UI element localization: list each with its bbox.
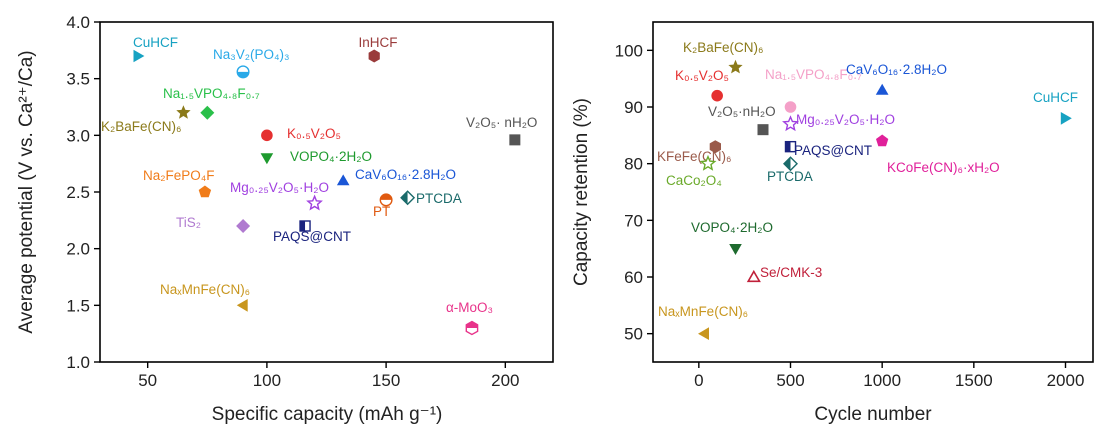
data-point-naxmnfe-cn-6 [236, 299, 248, 312]
y-tick-label: 1.5 [66, 296, 90, 315]
x-axis-title: Cycle number [814, 404, 932, 425]
data-point-na2fepo4f [198, 185, 212, 198]
x-tick-label: 200 [491, 371, 519, 390]
y-tick-label: 100 [615, 41, 643, 60]
data-point-inhcf [368, 49, 380, 63]
data-point-k2bafe-cn-6 [176, 105, 191, 119]
point-label-vopo4-2h2o: VOPO₄·2H₂O [691, 220, 773, 235]
point-label-pt: PT [373, 204, 390, 219]
data-point-cav6o16-2-8h2o [336, 174, 350, 186]
y-axis-title: Capacity retention (%) [571, 98, 592, 286]
point-label-v2o5-nh2o: V₂O₅· nH₂O [466, 115, 537, 130]
y-tick-label: 80 [624, 155, 643, 174]
point-label-caco2o4: CaCo₂O₄ [666, 173, 722, 188]
data-point-caco2o4 [699, 154, 717, 171]
point-label-na1-5vpo4-8f0-7: Na₁.₅VPO₄.₈F₀.₇ [765, 67, 862, 82]
point-label-k2bafe-cn-6: K₂BaFe(CN)₆ [101, 119, 181, 134]
data-point-tis2 [236, 219, 251, 233]
x-axis-title: Specific capacity (mAh g⁻¹) [212, 404, 443, 425]
x-tick-label: 1500 [955, 371, 993, 390]
point-label-k0-5v2o5: K₀.₅V₂O₅ [675, 68, 729, 83]
plot-frame [652, 21, 1094, 363]
data-point-ptcda [400, 190, 416, 206]
data-point-k2bafe-cn-6 [728, 59, 743, 74]
data-point-cav6o16-2-8h2o [875, 83, 889, 95]
x-tick-label: 100 [253, 371, 281, 390]
point-label-cuhcf: CuHCF [1033, 90, 1078, 105]
y-tick-label: 90 [624, 98, 643, 117]
data-point-paqs-cnt [299, 220, 311, 232]
point-label-na1-5vpo4-8f0-7: Na₁.₅VPO₄.₈F₀.₇ [163, 86, 260, 101]
y-axis-title: Average potential (V vs. Ca²⁺/Ca) [16, 50, 37, 333]
point-label-tis2: TiS₂ [176, 215, 201, 230]
point-label-se-cmk-3: Se/CMK-3 [760, 265, 822, 280]
data-point-kcofe-cn-6-xh2o [876, 134, 889, 147]
point-label-mg0-25v2o5-h2o: Mg₀.₂₅V₂O₅·H₂O [796, 112, 895, 127]
data-point-cuhcf [133, 49, 145, 63]
right-chart-panel: 0 500 1000 1500 2000 50 60 70 80 90 100 Cycle numbe… [571, 21, 1094, 425]
point-label-naxmnfe-cn-6: NaₓMnFe(CN)₆ [658, 304, 748, 319]
point-label-paqs-cnt: PAQS@CNT [273, 229, 351, 244]
point-label-ptcda: PTCDA [767, 169, 813, 184]
point-label-paqs-cnt: PAQS@CNT [794, 143, 872, 158]
y-tick-label: 2.5 [66, 183, 90, 202]
point-label-kfefe-cn-6: KFeFe(CN)₆ [657, 149, 731, 164]
data-point-k0-5v2o5 [711, 89, 723, 102]
data-point-pt [379, 193, 393, 207]
x-tick-label: 0 [694, 371, 703, 390]
y-tick-label: 1.0 [66, 353, 90, 372]
x-tick-label: 150 [372, 371, 400, 390]
data-point-mg0-25v2o5-h2o [306, 194, 323, 211]
point-label-kcofe-cn-6-xh2o: KCoFe(CN)₆·xH₂O [887, 160, 1000, 175]
y-tick-label: 3.5 [66, 70, 90, 89]
point-label-vopo4-2h2o: VOPO₄·2H₂O [290, 149, 372, 164]
point-label-cuhcf: CuHCF [133, 35, 178, 50]
x-tick-label: 50 [138, 371, 157, 390]
data-point-na3v2-po4-3 [236, 65, 250, 79]
x-tick-label: 500 [776, 371, 804, 390]
data-point-cuhcf [1060, 112, 1072, 125]
point-label-v2o5-nh2o: V₂O₅·nH₂O [708, 104, 776, 119]
y-tick-label: 50 [624, 325, 643, 344]
point-label-naxmnfe-cn-6: NaₓMnFe(CN)₆ [160, 282, 250, 297]
data-point-v2o5-nh2o [509, 134, 521, 146]
data-point-ptcda [783, 156, 798, 172]
left-chart-panel: 50 100 150 200 1.0 1.5 2.0 2.5 3.0 3.5 4.0 Specific… [16, 13, 554, 425]
data-point-kfefe-cn-6 [709, 140, 721, 154]
y-tick-label: 3.0 [66, 126, 90, 145]
point-label-na2fepo4f: Na₂FePO₄F [143, 168, 215, 183]
data-point-mg0-25v2o5-h2o [782, 115, 799, 132]
point-label-moo3: α-MoO₃ [446, 300, 493, 315]
y-tick-label: 70 [624, 211, 643, 230]
y-tick-label: 4.0 [66, 13, 90, 32]
point-label-mg0-25v2o5-h2o: Mg₀.₂₅V₂O₅·H₂O [230, 180, 329, 195]
y-tick-label: 60 [624, 268, 643, 287]
data-point-naxmnfe-cn-6 [698, 327, 709, 340]
data-point-se-cmk-3 [746, 269, 761, 283]
point-label-k0-5v2o5: K₀.₅V₂O₅ [287, 126, 341, 141]
point-label-inhcf: InHCF [358, 35, 397, 50]
point-label-ptcda: PTCDA [416, 191, 462, 206]
data-point-paqs-cnt [784, 140, 797, 153]
point-label-cav6o16-2-8h2o: CaV₆O₁₆·2.8H₂O [846, 62, 947, 77]
x-tick-label: 1000 [863, 371, 901, 390]
data-point-na1-5vpo4-8f0-7 [784, 101, 797, 113]
point-label-na3v2-po4-3: Na₃V₂(PO₄)₃ [213, 47, 290, 62]
data-point-na1-5vpo4-8f0-7 [200, 105, 215, 120]
data-point-v2o5-nh2o [757, 124, 769, 136]
data-point-vopo4-2h2o [260, 153, 274, 165]
data-point-vopo4-2h2o [729, 244, 742, 255]
point-label-cav6o16-2-8h2o: CaV₆O₁₆·2.8H₂O [355, 167, 456, 182]
data-point-k0-5v2o5 [261, 129, 273, 142]
data-point-moo3 [465, 320, 479, 336]
y-tick-label: 2.0 [66, 240, 90, 259]
x-tick-label: 2000 [1047, 371, 1085, 390]
point-label-k2bafe-cn-6: K₂BaFe(CN)₆ [683, 40, 763, 55]
